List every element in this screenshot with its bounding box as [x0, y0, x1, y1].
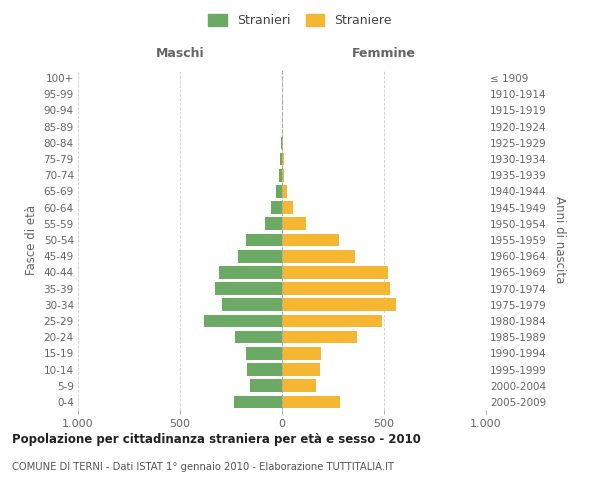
Bar: [282, 282, 390, 295]
Bar: [282, 234, 339, 246]
Bar: [282, 136, 283, 149]
Bar: [215, 282, 282, 295]
Bar: [282, 298, 396, 311]
Bar: [282, 169, 284, 181]
Bar: [222, 298, 282, 311]
Bar: [282, 380, 316, 392]
Bar: [247, 347, 282, 360]
Bar: [282, 266, 388, 278]
Bar: [238, 250, 282, 262]
Bar: [282, 396, 340, 408]
Bar: [247, 234, 282, 246]
Bar: [282, 363, 320, 376]
Bar: [279, 169, 282, 181]
Bar: [250, 380, 282, 392]
Bar: [282, 202, 293, 214]
Bar: [282, 347, 321, 360]
Bar: [280, 152, 282, 166]
Bar: [235, 331, 282, 344]
Bar: [282, 218, 307, 230]
Bar: [282, 331, 358, 344]
Bar: [282, 250, 355, 262]
Bar: [271, 202, 282, 214]
Y-axis label: Fasce di età: Fasce di età: [25, 205, 38, 275]
Bar: [219, 266, 282, 278]
Text: Popolazione per cittadinanza straniera per età e sesso - 2010: Popolazione per cittadinanza straniera p…: [12, 432, 421, 446]
Bar: [281, 136, 282, 149]
Y-axis label: Anni di nascita: Anni di nascita: [553, 196, 566, 284]
Text: Maschi: Maschi: [155, 47, 205, 60]
Bar: [265, 218, 282, 230]
Legend: Stranieri, Straniere: Stranieri, Straniere: [203, 8, 397, 32]
Text: COMUNE DI TERNI - Dati ISTAT 1° gennaio 2010 - Elaborazione TUTTITALIA.IT: COMUNE DI TERNI - Dati ISTAT 1° gennaio …: [12, 462, 394, 472]
Bar: [282, 185, 287, 198]
Bar: [282, 152, 284, 166]
Bar: [247, 363, 282, 376]
Bar: [276, 185, 282, 198]
Bar: [205, 314, 282, 328]
Bar: [234, 396, 282, 408]
Text: Femmine: Femmine: [352, 47, 416, 60]
Bar: [282, 314, 382, 328]
